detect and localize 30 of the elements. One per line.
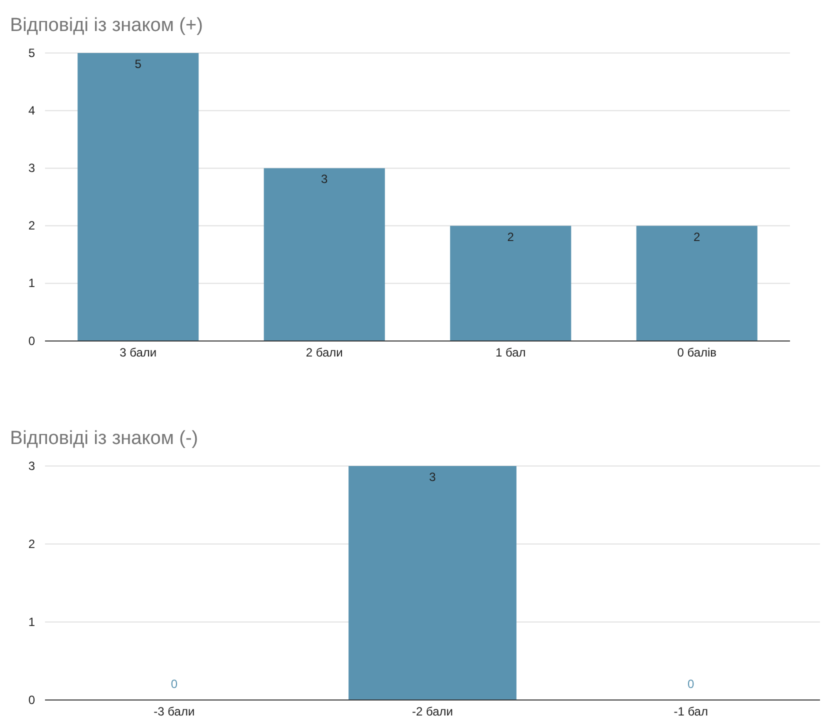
x-tick-label: 0 балів: [677, 346, 717, 360]
y-tick-label: 2: [28, 536, 36, 551]
y-tick-label: 4: [28, 103, 36, 118]
data-label: 5: [134, 57, 142, 71]
y-tick-label: 3: [28, 458, 36, 473]
x-tick-label: 1 бал: [495, 346, 526, 360]
x-tick-label: 3 бали: [120, 346, 157, 360]
bar: [450, 226, 572, 341]
chart-title: Відповіді із знаком (-): [10, 428, 198, 449]
y-tick-label: 0: [28, 334, 36, 348]
bar: [636, 226, 758, 341]
y-tick-label: 5: [28, 46, 36, 60]
y-tick-label: 1: [28, 614, 36, 629]
data-label: 3: [321, 172, 328, 186]
data-label: 2: [694, 230, 701, 244]
y-tick-label: 2: [28, 218, 36, 233]
y-tick-label: 1: [28, 276, 36, 290]
y-tick-label: 0: [28, 692, 36, 707]
x-tick-label: -2 бали: [412, 704, 453, 719]
data-label: 3: [429, 470, 436, 484]
chart-title: Відповіді із знаком (+): [10, 15, 203, 36]
x-tick-label: -3 бали: [154, 704, 195, 719]
y-tick-label: 3: [28, 161, 36, 176]
bar: [78, 53, 199, 341]
data-label: 0: [170, 677, 178, 691]
x-tick-label: -1 бал: [674, 704, 708, 719]
data-label: 0: [687, 677, 694, 691]
x-tick-label: 2 бали: [306, 346, 343, 360]
bar: [264, 168, 385, 341]
data-label: 2: [507, 230, 514, 244]
